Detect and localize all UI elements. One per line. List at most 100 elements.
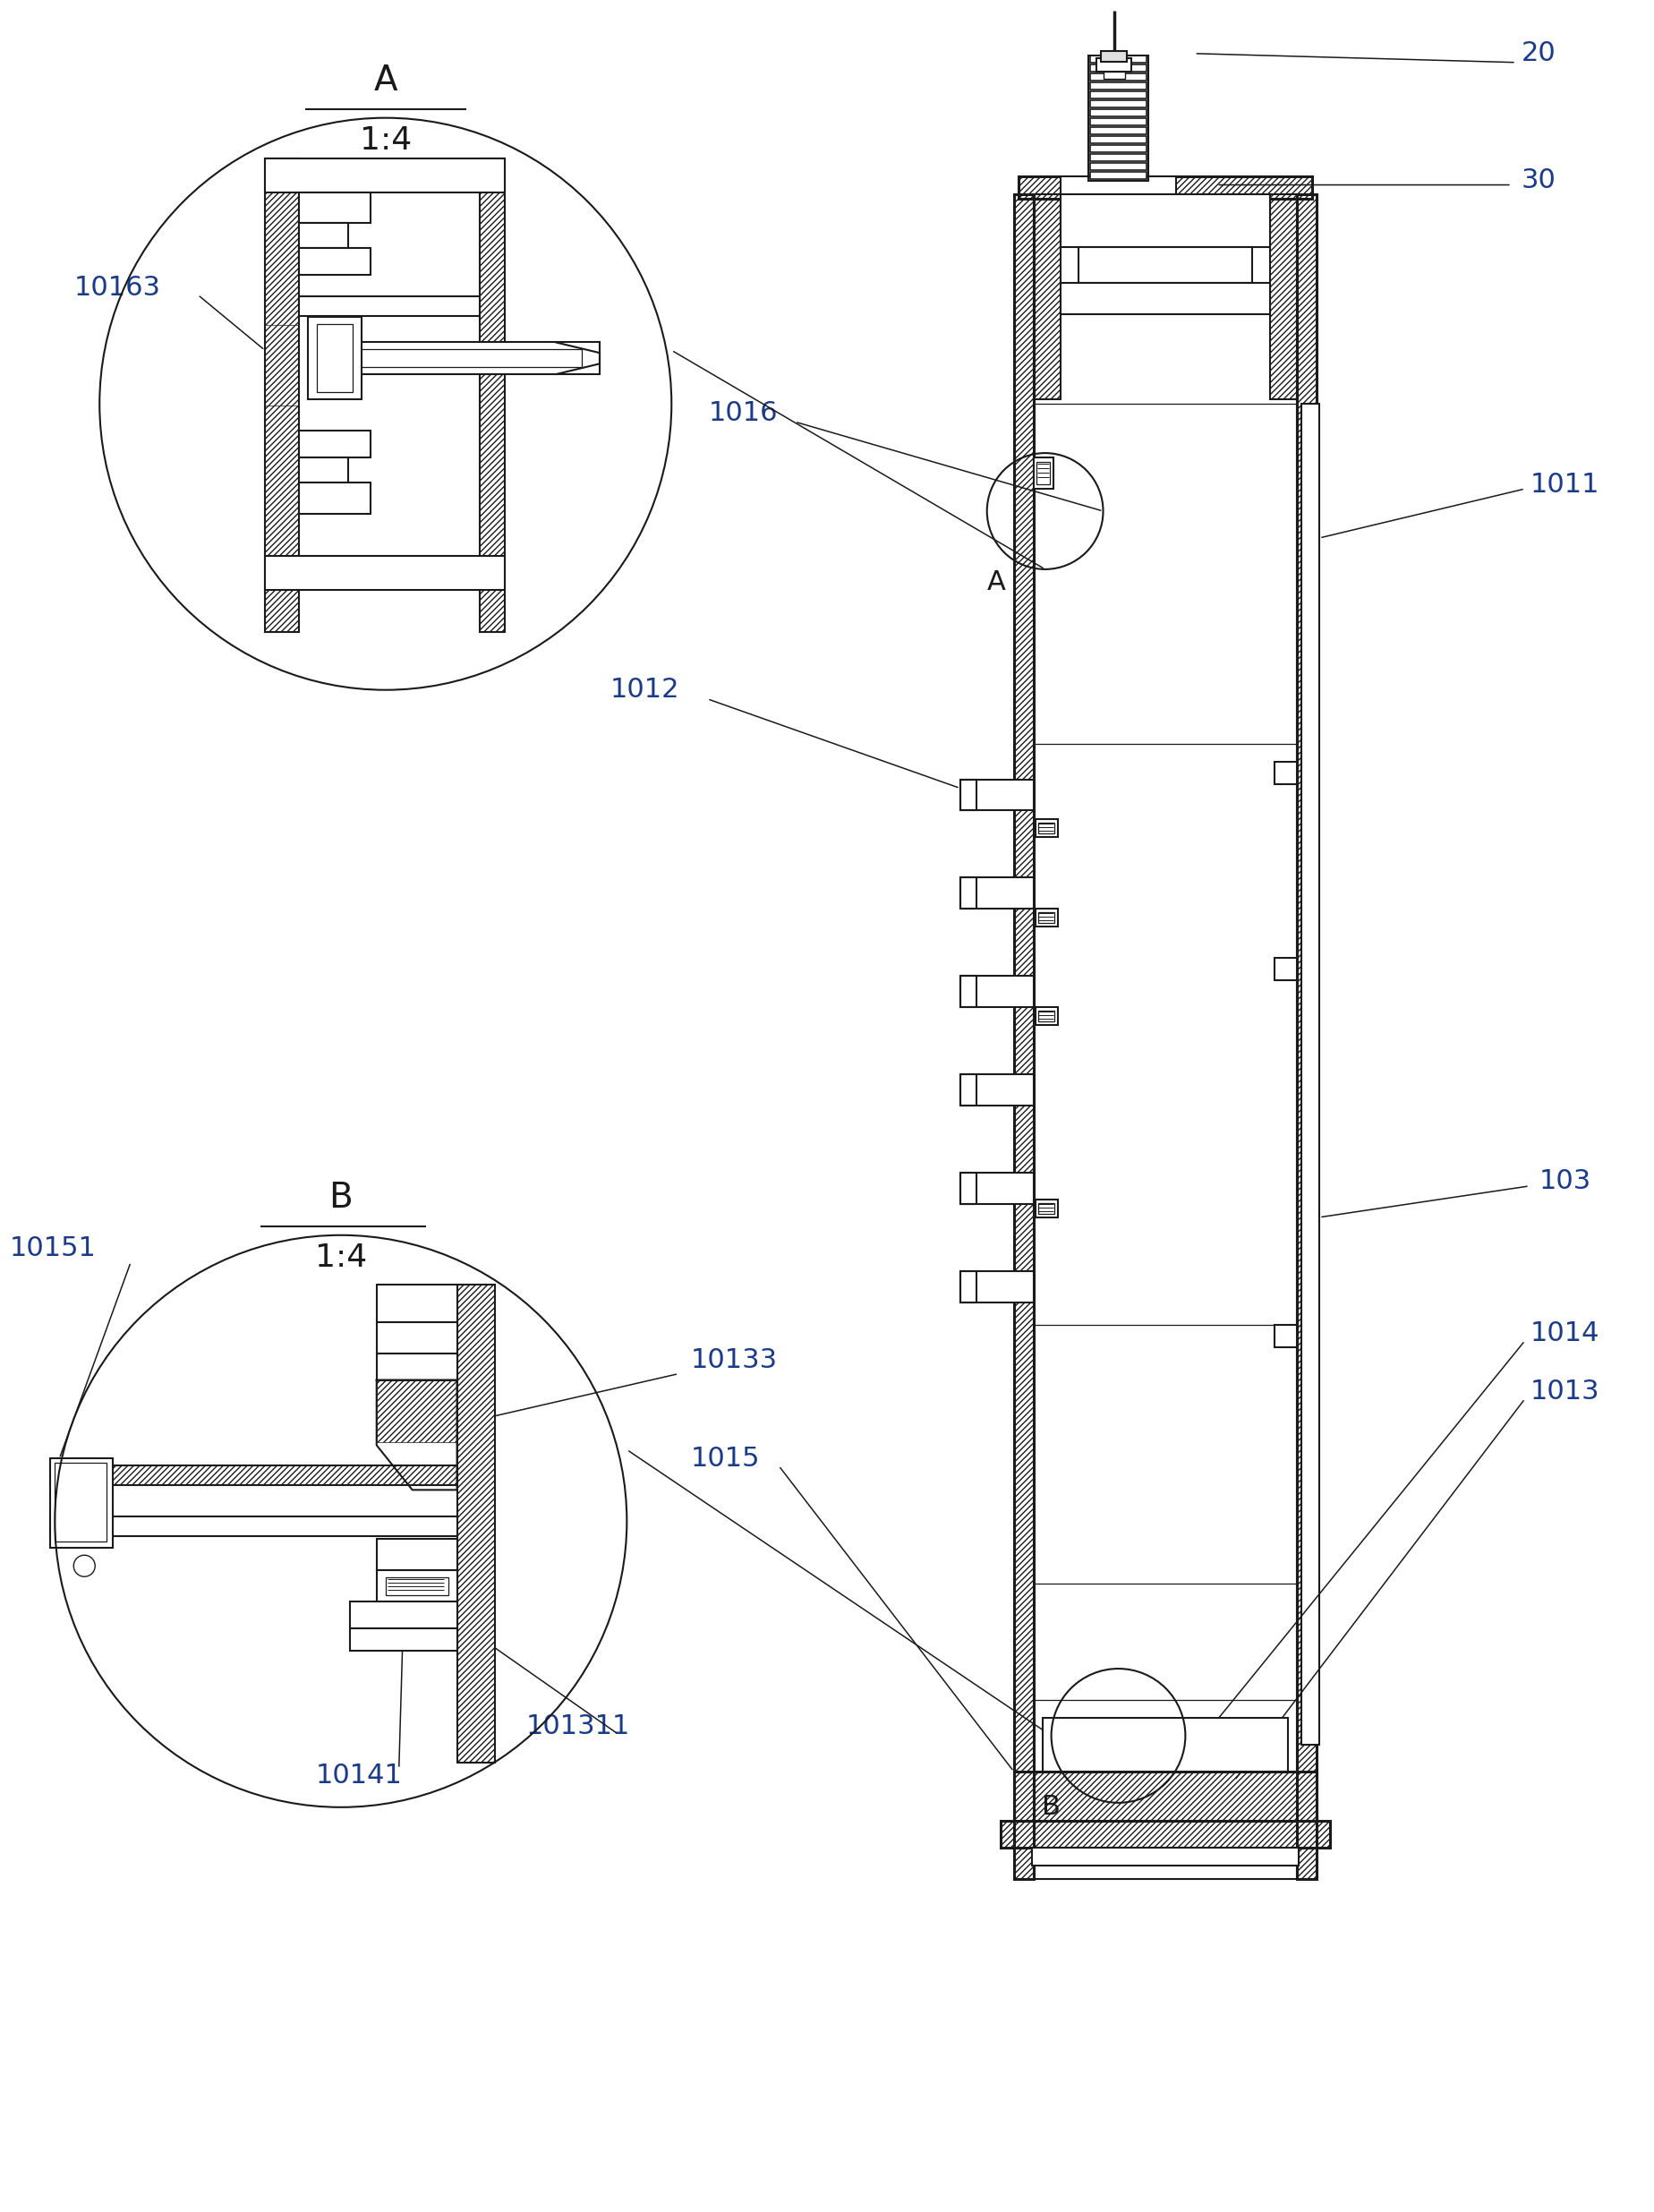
Bar [1060,195,1270,248]
Bar [1014,1772,1317,1820]
Bar [1088,161,1146,170]
Bar [265,157,299,633]
Bar [959,1075,976,1106]
Bar [1095,58,1131,71]
Bar [377,1380,457,1442]
Bar [299,482,370,513]
Bar [480,157,504,633]
Bar [959,1272,976,1303]
Bar [349,1601,457,1628]
Bar [1300,405,1318,1745]
Bar [1088,55,1146,62]
Bar [50,1458,112,1548]
Bar [959,1272,1032,1303]
Bar [1088,153,1146,161]
Text: B: B [329,1181,352,1214]
Bar [1042,1719,1060,1772]
Bar [457,1285,495,1763]
Bar [1032,195,1060,400]
Bar [1035,818,1057,838]
Text: 1011: 1011 [1530,471,1599,498]
Text: 1015: 1015 [690,1447,759,1471]
Bar [1088,108,1146,117]
Bar [999,1820,1330,1847]
Bar [1088,64,1146,71]
Text: A: A [986,571,1004,595]
Bar [1088,135,1146,144]
Bar [1035,462,1049,484]
Bar [959,1075,1032,1106]
Bar [316,343,600,374]
Bar [1014,1772,1317,1820]
Bar [999,1820,1330,1847]
Bar [299,223,347,248]
Bar [1035,1199,1057,1217]
Bar [1103,71,1125,80]
Bar [959,1272,976,1303]
Bar [1037,1011,1054,1022]
Bar [1270,195,1297,400]
Bar [480,157,504,633]
Bar [1088,73,1146,82]
Bar [959,878,1032,909]
Bar [1037,914,1054,922]
Bar [959,1172,976,1203]
Bar [1158,177,1176,221]
Bar [377,1540,457,1571]
Text: 10151: 10151 [10,1237,96,1261]
Bar [1088,91,1146,100]
Bar [959,779,976,810]
Bar [1088,117,1146,126]
Bar [265,555,504,591]
Bar [959,975,1032,1006]
Bar [316,325,352,392]
Bar [1100,51,1126,62]
Bar [1014,195,1032,1878]
Text: 30: 30 [1520,168,1555,192]
Bar [265,325,299,405]
Bar [265,157,299,633]
Bar [959,779,976,810]
Bar [265,157,504,192]
Bar [299,296,480,316]
Bar [959,1075,976,1106]
Bar [1060,177,1176,221]
Bar [265,157,504,192]
Bar [1060,283,1270,314]
Bar [1060,177,1077,221]
Text: 1016: 1016 [708,400,777,425]
Bar [349,1601,457,1628]
Bar [1035,1006,1057,1024]
Bar [1017,177,1312,199]
Text: 1:4: 1:4 [314,1243,367,1272]
Bar [959,1172,1032,1203]
Text: 103: 103 [1538,1168,1591,1194]
Bar [959,878,976,909]
Bar [1270,1719,1287,1772]
Text: 101311: 101311 [526,1714,630,1741]
Bar [1088,126,1146,135]
Bar [316,349,582,367]
Bar [1297,195,1317,1878]
Text: 10141: 10141 [316,1763,402,1790]
Bar [1274,761,1297,783]
Bar [1032,195,1297,1878]
Text: A: A [374,64,397,97]
Bar [1077,248,1252,283]
Bar [1088,82,1146,91]
Text: 1012: 1012 [610,677,680,703]
Bar [349,1628,457,1650]
Bar [50,1467,457,1486]
Bar [412,1285,457,1323]
Bar [55,1462,106,1542]
Bar [299,248,370,274]
Bar [1274,958,1297,980]
Bar [959,1172,976,1203]
Bar [1087,55,1148,181]
Bar [299,296,480,316]
Bar [385,1577,448,1595]
Bar [299,431,370,458]
Bar [959,878,976,909]
Text: 10163: 10163 [74,274,160,301]
Text: 20: 20 [1520,40,1555,66]
